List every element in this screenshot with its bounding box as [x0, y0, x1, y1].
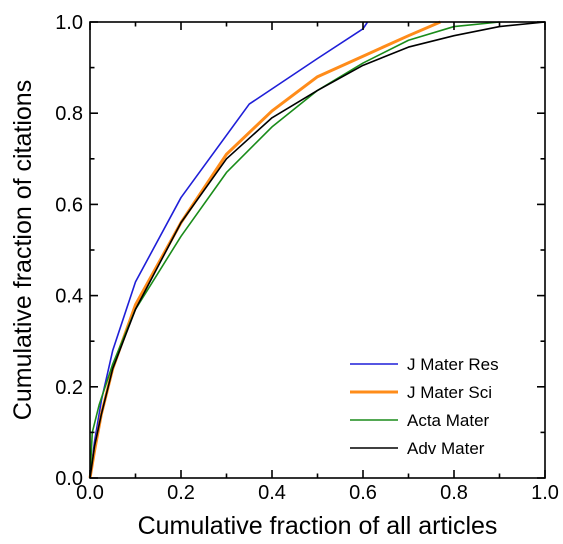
ticks-layer: 0.0 0.2 0.4 0.6 0.8 1.0 0.0 0.2 0.4 0.6 0.8 1.0	[55, 12, 559, 504]
legend-label-adv-mater: Adv Mater	[407, 439, 485, 458]
x-tick-label: 0.2	[167, 482, 195, 504]
y-tick-label: 1.0	[55, 12, 83, 34]
legend-label-j-mater-sci: J Mater Sci	[407, 383, 492, 402]
series-line-j-mater-sci	[88, 20, 441, 479]
x-tick-label: 0.4	[258, 482, 286, 504]
legend: J Mater Res J Mater Sci Acta Mater Adv Mate…	[350, 355, 499, 458]
x-tick-label: 0.6	[349, 482, 377, 504]
x-tick-label: 0.8	[440, 482, 468, 504]
series-line-j-mater-res	[89, 21, 369, 479]
x-tick-label: 1.0	[531, 482, 559, 504]
y-tick-label: 0.6	[55, 194, 83, 216]
x-axis-title: Cumulative fraction of all articles	[138, 512, 498, 540]
y-tick-label: 0.8	[55, 103, 83, 125]
series-line-adv-mater	[89, 21, 546, 479]
y-tick-label: 0.2	[55, 377, 83, 399]
series-line-acta-mater	[89, 21, 500, 479]
y-tick-label: 0.4	[55, 286, 83, 308]
y-axis-title: Cumulative fraction of citations	[9, 80, 37, 420]
y-tick-label: 0.0	[55, 468, 83, 490]
legend-label-acta-mater: Acta Mater	[407, 411, 490, 430]
x-tick-label: 0.0	[76, 482, 104, 504]
legend-label-j-mater-res: J Mater Res	[407, 355, 499, 374]
series-layer	[88, 20, 546, 479]
